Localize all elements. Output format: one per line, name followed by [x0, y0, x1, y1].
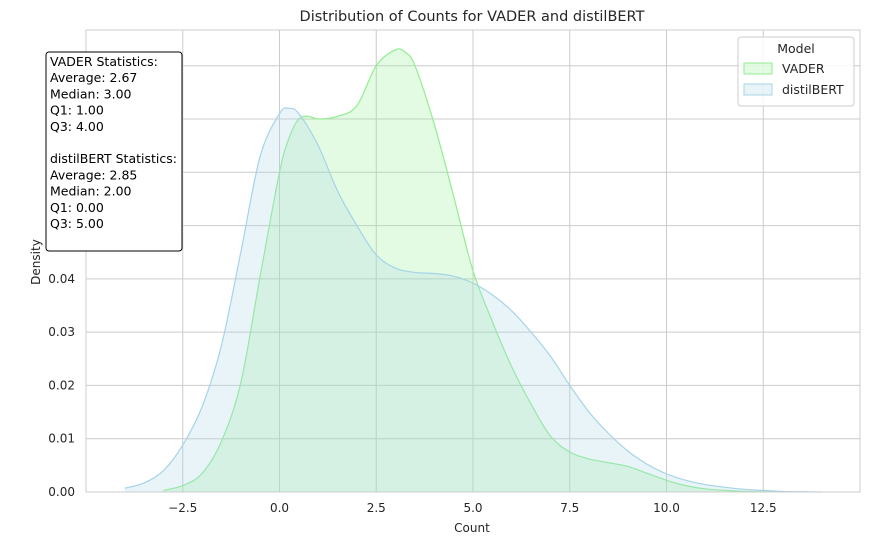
- y-tick-label: 0.04: [48, 272, 75, 286]
- y-tick-label: 0.00: [48, 485, 75, 499]
- legend-title: Model: [777, 41, 815, 56]
- y-tick-label: 0.02: [48, 378, 75, 392]
- x-tick-label: 2.5: [367, 501, 386, 515]
- stats-line-distilbert-average: Average: 2.85: [50, 167, 137, 182]
- density-areas: [124, 48, 822, 493]
- legend-swatch-distilbert: [743, 83, 773, 96]
- density-line-distilbert: [124, 107, 822, 493]
- x-tick-label: 7.5: [560, 501, 579, 515]
- x-tick-label: 10.0: [653, 501, 680, 515]
- legend-label-vader: VADER: [782, 61, 825, 76]
- x-tick-labels: −2.5 0.0 2.5 5.0 7.5 10.0 12.5: [168, 501, 776, 515]
- stats-line-vader-median: Median: 3.00: [50, 86, 132, 101]
- stats-annotation: VADER Statistics: Average: 2.67 Median: …: [45, 51, 183, 252]
- legend-label-distilbert: distilBERT: [782, 82, 844, 97]
- x-axis-label: Count: [454, 521, 490, 535]
- legend-frame: [737, 36, 855, 107]
- density-fill-distilbert: [124, 107, 822, 493]
- x-tick-label: 12.5: [750, 501, 777, 515]
- x-tick-label: 5.0: [463, 501, 482, 515]
- density-line-vader: [163, 48, 783, 493]
- stats-line-vader-q1: Q1: 1.00: [50, 103, 104, 118]
- y-tick-label: 0.03: [48, 325, 75, 339]
- stats-line-vader-title: VADER Statistics:: [50, 54, 158, 69]
- stats-line-vader-q3: Q3: 4.00: [50, 119, 104, 134]
- chart-title: Distribution of Counts for VADER and dis…: [300, 9, 645, 25]
- x-tick-label: −2.5: [168, 501, 197, 515]
- y-tick-label: 0.01: [48, 432, 75, 446]
- density-fill-vader: [163, 48, 783, 492]
- stats-line-vader-average: Average: 2.67: [50, 70, 137, 85]
- legend-swatch-vader: [743, 62, 773, 75]
- stats-line-distilbert-title: distilBERT Statistics:: [50, 151, 177, 166]
- stats-line-distilbert-median: Median: 2.00: [50, 184, 132, 199]
- stats-line-distilbert-q1: Q1: 0.00: [50, 200, 104, 215]
- x-tick-label: 0.0: [270, 501, 289, 515]
- stats-line-distilbert-q3: Q3: 5.00: [50, 216, 104, 231]
- legend: Model VADER distilBERT: [737, 36, 855, 107]
- y-tick-labels: 0.00 0.01 0.02 0.03 0.04: [48, 272, 75, 499]
- stats-box: [45, 51, 183, 252]
- y-axis-label: Density: [29, 239, 43, 285]
- plot-frame: [85, 29, 861, 493]
